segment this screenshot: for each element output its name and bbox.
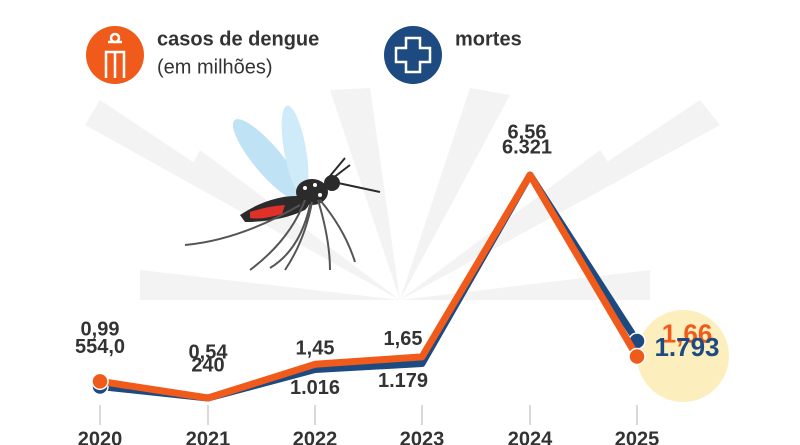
data-label: 1.179 — [378, 370, 428, 392]
background-rays — [85, 88, 720, 300]
x-tick-label: 2022 — [293, 428, 338, 445]
legend-unit: (em milhões) — [157, 56, 273, 78]
data-label: 0,99 — [81, 319, 120, 341]
data-label: 1.793 — [654, 332, 719, 362]
data-label: 240 — [191, 354, 224, 376]
mosquito-illustration — [184, 105, 381, 271]
x-tick-label: 2021 — [186, 428, 231, 445]
x-tick-label: 2025 — [615, 428, 660, 445]
point — [628, 347, 646, 366]
data-label: 1,66 — [662, 318, 713, 348]
legend-icon — [384, 26, 442, 84]
legend-label: mortes — [455, 28, 522, 50]
series-line — [99, 171, 641, 402]
data-label: 0,54 — [189, 341, 229, 363]
x-tick-label: 2024 — [508, 428, 553, 445]
data-label: 1,45 — [296, 338, 335, 360]
data-label: 6.321 — [502, 136, 552, 158]
x-tick-label: 2023 — [400, 428, 445, 445]
legend-label: casos de dengue — [157, 28, 319, 50]
legend: casos de dengue (em milhões) mortes — [86, 26, 522, 84]
data-label: 554,0 — [75, 336, 125, 358]
plot: 0,99 0,54 1,45 1,65 6,56 1,66 554,0 240 1.016 1.1… — [75, 121, 720, 445]
data-label: 1,65 — [384, 328, 423, 350]
point — [91, 372, 109, 391]
highlight — [637, 310, 729, 402]
data-label: 1.016 — [290, 377, 340, 399]
x-tick-label: 2020 — [78, 428, 123, 445]
data-label: 6,56 — [508, 121, 547, 143]
